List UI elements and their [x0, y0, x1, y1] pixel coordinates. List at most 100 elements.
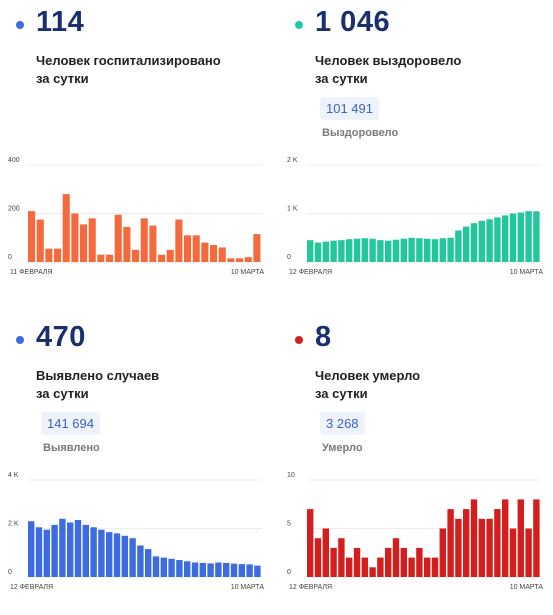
bar	[322, 528, 329, 577]
bar	[470, 499, 478, 577]
bar	[236, 258, 244, 262]
bar	[54, 248, 62, 262]
bar	[123, 226, 131, 262]
x-start-label: 12 ФЕВРАЛЯ	[289, 269, 332, 276]
total-badge: 101 491	[320, 97, 379, 120]
bar	[486, 219, 493, 262]
y-tick-label: 0	[8, 569, 12, 576]
bar	[455, 518, 462, 577]
bar	[353, 238, 361, 262]
x-start-label: 12 ФЕВРАЛЯ	[289, 584, 332, 591]
bar	[114, 214, 122, 262]
daily-count: 1 046	[315, 6, 391, 38]
bar	[314, 242, 322, 262]
bar	[424, 557, 431, 577]
y-tick-label: 400	[8, 157, 20, 164]
bullet-dot	[16, 21, 24, 29]
bar	[113, 533, 121, 577]
bar	[525, 211, 532, 262]
bar	[361, 557, 368, 577]
bar	[463, 509, 470, 577]
bar	[509, 528, 517, 577]
bar	[400, 547, 407, 577]
bar	[43, 529, 50, 577]
bar	[431, 239, 439, 262]
y-tick-label: 0	[287, 254, 291, 261]
description-line2: за сутки	[315, 386, 368, 401]
bar	[447, 509, 454, 577]
bar	[158, 254, 166, 262]
bar	[28, 521, 35, 577]
bar	[132, 249, 140, 263]
x-start-label: 11 ФЕВРАЛЯ	[10, 269, 53, 276]
bar	[447, 237, 454, 262]
total-label: Умерло	[322, 442, 363, 454]
description-line1: Выявлено случаев	[36, 368, 160, 383]
bar	[62, 194, 70, 262]
panel-cases: 470 Выявлено случаев за сутки 141 694 Вы…	[0, 315, 270, 615]
description-line2: за сутки	[36, 386, 89, 401]
bar	[59, 518, 66, 577]
bar	[478, 518, 485, 577]
bar	[82, 524, 89, 577]
bar	[201, 242, 209, 262]
y-tick-label: 1 K	[287, 206, 298, 213]
bar	[525, 528, 532, 577]
bullet-dot	[295, 336, 303, 344]
bar	[88, 218, 96, 262]
bar	[338, 538, 345, 577]
bar	[502, 499, 509, 577]
bar	[408, 237, 415, 262]
bar	[238, 564, 245, 577]
panel-recovered: 1 046 Человек выздоровело за сутки 101 4…	[279, 0, 549, 300]
bar	[36, 219, 44, 262]
bar	[254, 565, 261, 577]
bar	[346, 557, 353, 577]
description-line1: Человек выздоровело	[315, 53, 462, 68]
bar	[137, 545, 144, 577]
y-tick-label: 2 K	[8, 521, 19, 528]
bar	[346, 239, 353, 262]
panel-hospitalized: 114 Человек госпитализировано за сутки 0…	[0, 0, 270, 300]
bar	[97, 254, 105, 262]
x-start-label: 12 ФЕВРАЛЯ	[10, 584, 53, 591]
bar	[533, 211, 540, 262]
recovered-bar-chart: 0 1 K 2 K 12 ФЕВРАЛЯ 10 МАРТА	[287, 157, 543, 276]
bar	[230, 563, 238, 577]
bar	[98, 529, 105, 577]
bar	[494, 509, 501, 577]
hospitalized-bar-chart: 0 200 400 11 ФЕВРАЛЯ 10 МАРТА	[8, 157, 264, 276]
bar	[184, 235, 192, 262]
daily-count: 114	[36, 6, 85, 38]
bullet-dot	[295, 21, 303, 29]
bar	[416, 547, 423, 577]
description: Человек выздоровело за сутки	[315, 52, 461, 88]
bar	[175, 219, 183, 262]
bar	[223, 562, 230, 577]
bar	[218, 247, 226, 262]
bullet-dot	[16, 336, 24, 344]
bar	[509, 213, 517, 262]
bar	[106, 532, 113, 577]
bar	[400, 238, 407, 262]
bar	[385, 547, 392, 577]
total-badge: 3 268	[320, 412, 365, 435]
bar	[361, 238, 368, 262]
bar	[191, 562, 199, 577]
bar	[176, 560, 183, 577]
bar	[28, 211, 36, 262]
bar	[408, 557, 415, 577]
bar	[71, 213, 79, 262]
description: Человек госпитализировано за сутки	[36, 52, 221, 88]
bar	[424, 238, 431, 262]
bar	[502, 215, 509, 262]
description: Человек умерло за сутки	[315, 367, 420, 403]
bar	[227, 258, 235, 262]
bar	[392, 538, 400, 577]
bar	[353, 547, 361, 577]
bar	[330, 547, 337, 577]
bar	[517, 212, 524, 262]
bar	[517, 499, 524, 577]
description-line2: за сутки	[36, 71, 89, 86]
bar	[377, 557, 384, 577]
